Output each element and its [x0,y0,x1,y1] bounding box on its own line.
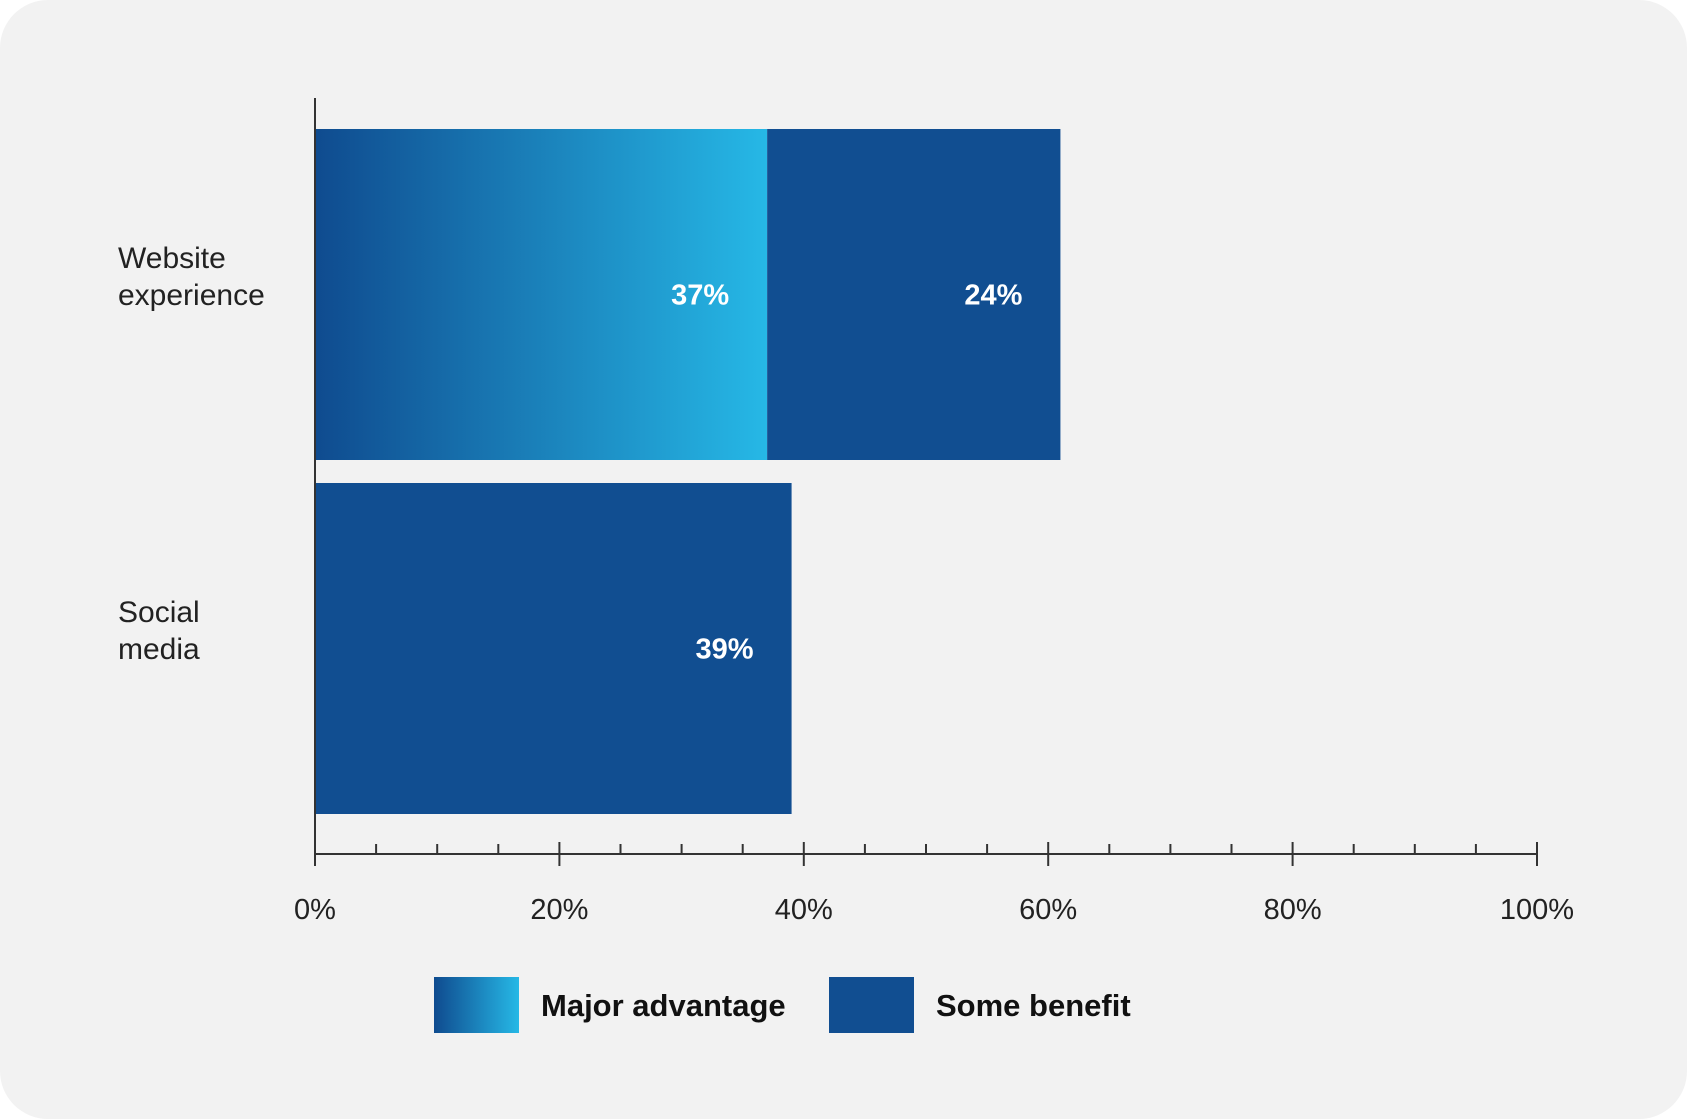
x-tick-label: 60% [1019,894,1077,926]
category-label-1: Social media [118,596,200,666]
category-label-0: Website experience [118,242,265,312]
data-label-0-0: 37% [671,280,729,312]
x-tick-label: 100% [1500,894,1574,926]
legend-swatch-some-benefit [829,977,914,1033]
x-tick-label: 40% [775,894,833,926]
legend-layer: Major advantage Some benefit [434,977,1131,1033]
axis-layer: 0% 20% 40% 60% 80% 100% [294,98,1574,926]
bars-layer [315,129,1061,814]
category-label-line: Social [118,596,200,629]
legend-label-some-benefit: Some benefit [936,988,1131,1023]
bar-some-benefit-0 [767,129,1061,460]
legend-label-major-advantage: Major advantage [541,988,786,1023]
labels-layer: 37% 24% Website experience 39% Social media [118,242,1023,666]
category-label-line: experience [118,279,265,312]
bar-some-benefit-1 [315,483,792,814]
x-tick-label: 80% [1264,894,1322,926]
bar-major-advantage-0 [315,129,768,460]
x-tick-label: 20% [530,894,588,926]
x-tick-label: 0% [294,894,336,926]
category-label-line: Website [118,242,226,275]
category-label-line: media [118,633,200,666]
data-label-1-0: 24% [964,280,1022,312]
data-label-1-1: 39% [696,634,754,666]
legend-swatch-major-advantage [434,977,519,1033]
